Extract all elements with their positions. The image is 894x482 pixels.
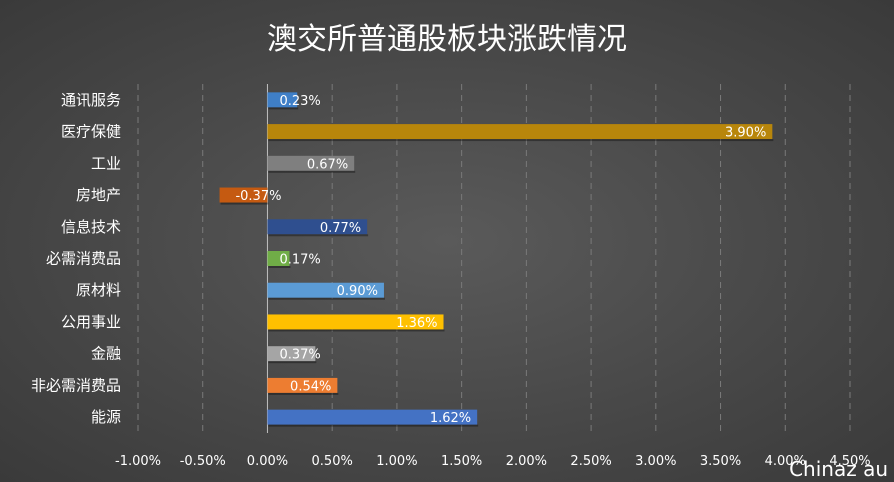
x-tick-label: 0.50% xyxy=(312,454,353,469)
data-label: 1.62% xyxy=(430,411,471,426)
category-label: 必需消费品 xyxy=(46,250,121,268)
x-tick-label: 1.50% xyxy=(441,454,482,469)
category-label: 金融 xyxy=(91,345,121,363)
bar-shadow xyxy=(268,234,369,237)
category-label: 能源 xyxy=(91,408,121,426)
grid-lines xyxy=(137,84,851,433)
category-label: 信息技术 xyxy=(61,218,121,236)
x-tick-label: 2.00% xyxy=(506,454,547,469)
category-label: 公用事业 xyxy=(61,313,121,331)
bar-shadow xyxy=(268,297,385,300)
watermark: Chinaz au xyxy=(789,457,888,481)
bar xyxy=(267,314,444,330)
bar xyxy=(219,187,268,203)
bar-shadow xyxy=(268,329,445,332)
bar-shadow xyxy=(268,361,317,364)
bar xyxy=(267,219,368,235)
bar xyxy=(267,124,773,140)
data-label: 0.77% xyxy=(320,221,361,236)
data-label: 0.54% xyxy=(290,379,331,394)
x-tick-label: 3.00% xyxy=(635,454,676,469)
bar-shadow xyxy=(268,139,774,142)
x-tick-label: 3.50% xyxy=(700,454,741,469)
data-label: -0.37% xyxy=(235,189,281,204)
category-label: 非必需消费品 xyxy=(31,376,121,394)
x-tick-label: 0.00% xyxy=(247,454,288,469)
x-tick-label: -1.00% xyxy=(115,454,161,469)
category-label: 通讯服务 xyxy=(61,91,121,109)
data-label: 3.90% xyxy=(725,126,766,141)
data-label: 0.23% xyxy=(279,94,320,109)
bar xyxy=(267,377,338,393)
chart-title: 澳交所普通股板块涨跌情况 xyxy=(267,22,627,57)
x-tick-label: 1.00% xyxy=(376,454,417,469)
data-label: 0.90% xyxy=(337,284,378,299)
data-label: 0.67% xyxy=(307,157,348,172)
bar xyxy=(267,409,478,425)
bar-shadow xyxy=(268,392,339,395)
bar xyxy=(267,346,316,362)
x-axis-tick-labels: -1.00% -0.50% 0.00% 0.50% 1.00% 1.50% 2.00% 2.5… xyxy=(115,454,871,469)
bar xyxy=(267,155,355,171)
bar-shadow xyxy=(268,424,479,427)
x-tick-label: 4.00% xyxy=(765,454,806,469)
bar-shadow xyxy=(220,202,269,205)
bar-shadow xyxy=(268,266,291,268)
category-label: 原材料 xyxy=(76,281,121,299)
bar-shadow xyxy=(268,170,356,173)
data-label: 0.37% xyxy=(279,348,320,363)
bar xyxy=(267,282,384,298)
data-label: 1.36% xyxy=(396,316,437,331)
data-label: 0.17% xyxy=(279,253,320,268)
x-tick-label: -0.50% xyxy=(180,454,226,469)
bar xyxy=(267,92,298,108)
bar-shadow xyxy=(268,107,299,110)
bar xyxy=(267,251,290,266)
x-tick-label: 2.50% xyxy=(570,454,611,469)
bars: 0.23% 3.90% 0.67% -0.37% 0.77% 0.17% 0.90% 1.36… xyxy=(219,92,774,427)
category-label: 工业 xyxy=(91,154,121,172)
category-label: 房地产 xyxy=(76,186,121,204)
category-label: 医疗保健 xyxy=(61,123,121,141)
x-tick-label: 4.50% xyxy=(829,454,870,469)
